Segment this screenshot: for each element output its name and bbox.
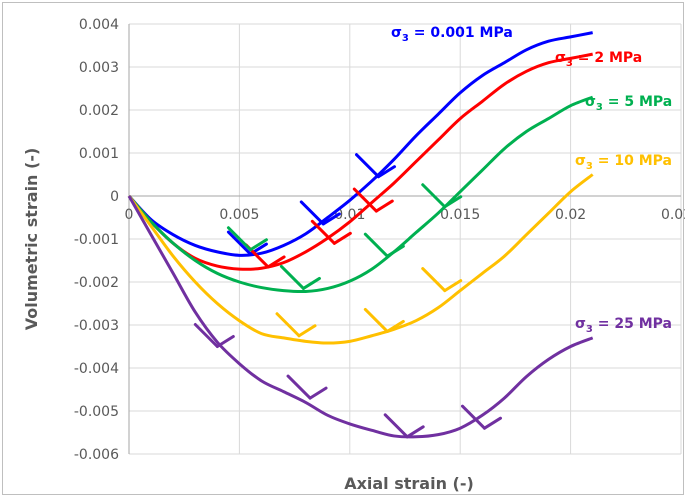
y-tick-label: -0.006 — [74, 447, 119, 463]
reloading-segment — [308, 386, 328, 400]
unloading-segment — [299, 200, 325, 226]
series-labels: σ3 = 0.001 MPa σ3 = 2 MPa σ3 = 5 MPa σ3 = 1… — [391, 25, 672, 335]
series — [127, 31, 594, 439]
unloading-segment — [460, 404, 486, 430]
unloading-segment — [193, 323, 219, 348]
y-tick-label: -0.004 — [74, 361, 119, 377]
reloading-segment — [482, 416, 502, 430]
series-line — [127, 31, 593, 257]
series-label: σ3 = 10 MPa — [575, 153, 672, 172]
unloading-segments — [193, 153, 502, 439]
y-tick-label: 0 — [110, 189, 119, 205]
unloading-segment — [279, 264, 305, 290]
reloading-segment — [377, 165, 397, 179]
series-line — [127, 195, 594, 439]
x-tick-label: 0.015 — [440, 207, 480, 223]
reloading-segment — [443, 279, 463, 293]
series-label: σ3 = 0.001 MPa — [391, 25, 513, 44]
unloading-segment — [363, 307, 389, 333]
reloading-segment — [301, 276, 321, 290]
y-tick-label: -0.003 — [74, 318, 119, 334]
unloading-segment — [363, 232, 389, 258]
x-tick-label: 0.005 — [219, 207, 259, 223]
x-tick-label: 0 — [125, 207, 134, 223]
unloading-segment — [355, 153, 381, 179]
reloading-segment — [266, 255, 286, 269]
axes — [128, 24, 681, 454]
x-axis-title: Axial strain (-) — [344, 474, 474, 493]
y-tick-label: -0.001 — [74, 232, 119, 248]
series-line — [127, 52, 593, 271]
tick-labels: 0 0.005 0.01 0.015 0.02 0.025 0.004 0.003 0.002 0… — [74, 17, 685, 463]
unloading-segment — [421, 183, 447, 209]
reloading-segment — [443, 195, 463, 209]
grid — [129, 23, 682, 455]
series-label: σ3 = 25 MPa — [575, 316, 672, 335]
y-tick-label: -0.002 — [74, 275, 119, 291]
unloading-segment — [226, 230, 252, 256]
unloading-segment — [383, 413, 409, 439]
reloading-segment — [248, 238, 268, 252]
y-tick-label: 0.002 — [79, 103, 119, 119]
reloading-segment — [332, 231, 352, 245]
unloading-segment — [421, 267, 447, 293]
reloading-segment — [297, 324, 317, 338]
reloading-segment — [385, 319, 405, 333]
reloading-segment — [385, 244, 405, 258]
series-label: σ3 = 2 MPa — [555, 50, 642, 69]
x-tick-label: 0.025 — [661, 207, 685, 223]
y-tick-label: 0.001 — [79, 146, 119, 162]
reloading-segment — [321, 212, 341, 226]
x-tick-label: 0.01 — [334, 207, 365, 223]
series-label: σ3 = 5 MPa — [585, 94, 672, 113]
unloading-segment — [286, 374, 312, 400]
y-tick-label: 0.004 — [79, 17, 119, 33]
reloading-segment — [405, 425, 425, 439]
reloading-segment — [215, 335, 235, 348]
unloading-segment — [275, 312, 301, 338]
unloading-segment — [352, 187, 378, 213]
unloading-segment — [310, 219, 336, 245]
series-line — [127, 95, 594, 294]
y-axis-title: Volumetric strain (-) — [22, 148, 41, 331]
volumetric-strain-chart: 0 0.005 0.01 0.015 0.02 0.025 0.004 0.003 0.002 0… — [22, 17, 685, 493]
unloading-segment — [226, 226, 252, 252]
x-tick-label: 0.02 — [555, 207, 586, 223]
y-tick-label: -0.005 — [74, 404, 119, 420]
y-tick-label: 0.003 — [79, 60, 119, 76]
reloading-segment — [374, 199, 394, 213]
series-line — [127, 173, 594, 345]
